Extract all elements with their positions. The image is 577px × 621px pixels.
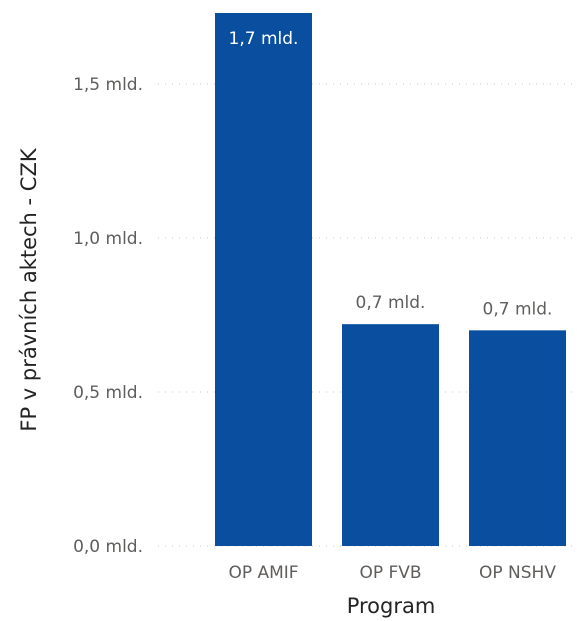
y-axis-title: FP v právních aktech - CZK <box>17 147 41 431</box>
y-tick-label: 0,5 mld. <box>73 383 143 403</box>
y-tick-label: 1,5 mld. <box>73 75 143 95</box>
data-label: 1,7 mld. <box>229 29 299 49</box>
bar <box>469 330 566 546</box>
bars <box>215 13 566 546</box>
y-axis-ticks: 0,0 mld. 0,5 mld. 1,0 mld. 1,5 mld. <box>73 75 143 557</box>
x-tick-label: OP AMIF <box>228 563 298 583</box>
bar <box>342 324 439 546</box>
data-labels: 1,7 mld. 0,7 mld. 0,7 mld. <box>229 29 553 319</box>
bar <box>215 13 312 546</box>
data-label: 0,7 mld. <box>483 299 553 319</box>
x-axis-ticks: OP AMIF OP FVB OP NSHV <box>228 563 556 583</box>
x-axis-title: Program <box>347 594 436 618</box>
y-tick-label: 1,0 mld. <box>73 229 143 249</box>
x-tick-label: OP NSHV <box>479 563 556 583</box>
x-tick-label: OP FVB <box>359 563 421 583</box>
data-label: 0,7 mld. <box>356 293 426 313</box>
y-tick-label: 0,0 mld. <box>73 537 143 557</box>
